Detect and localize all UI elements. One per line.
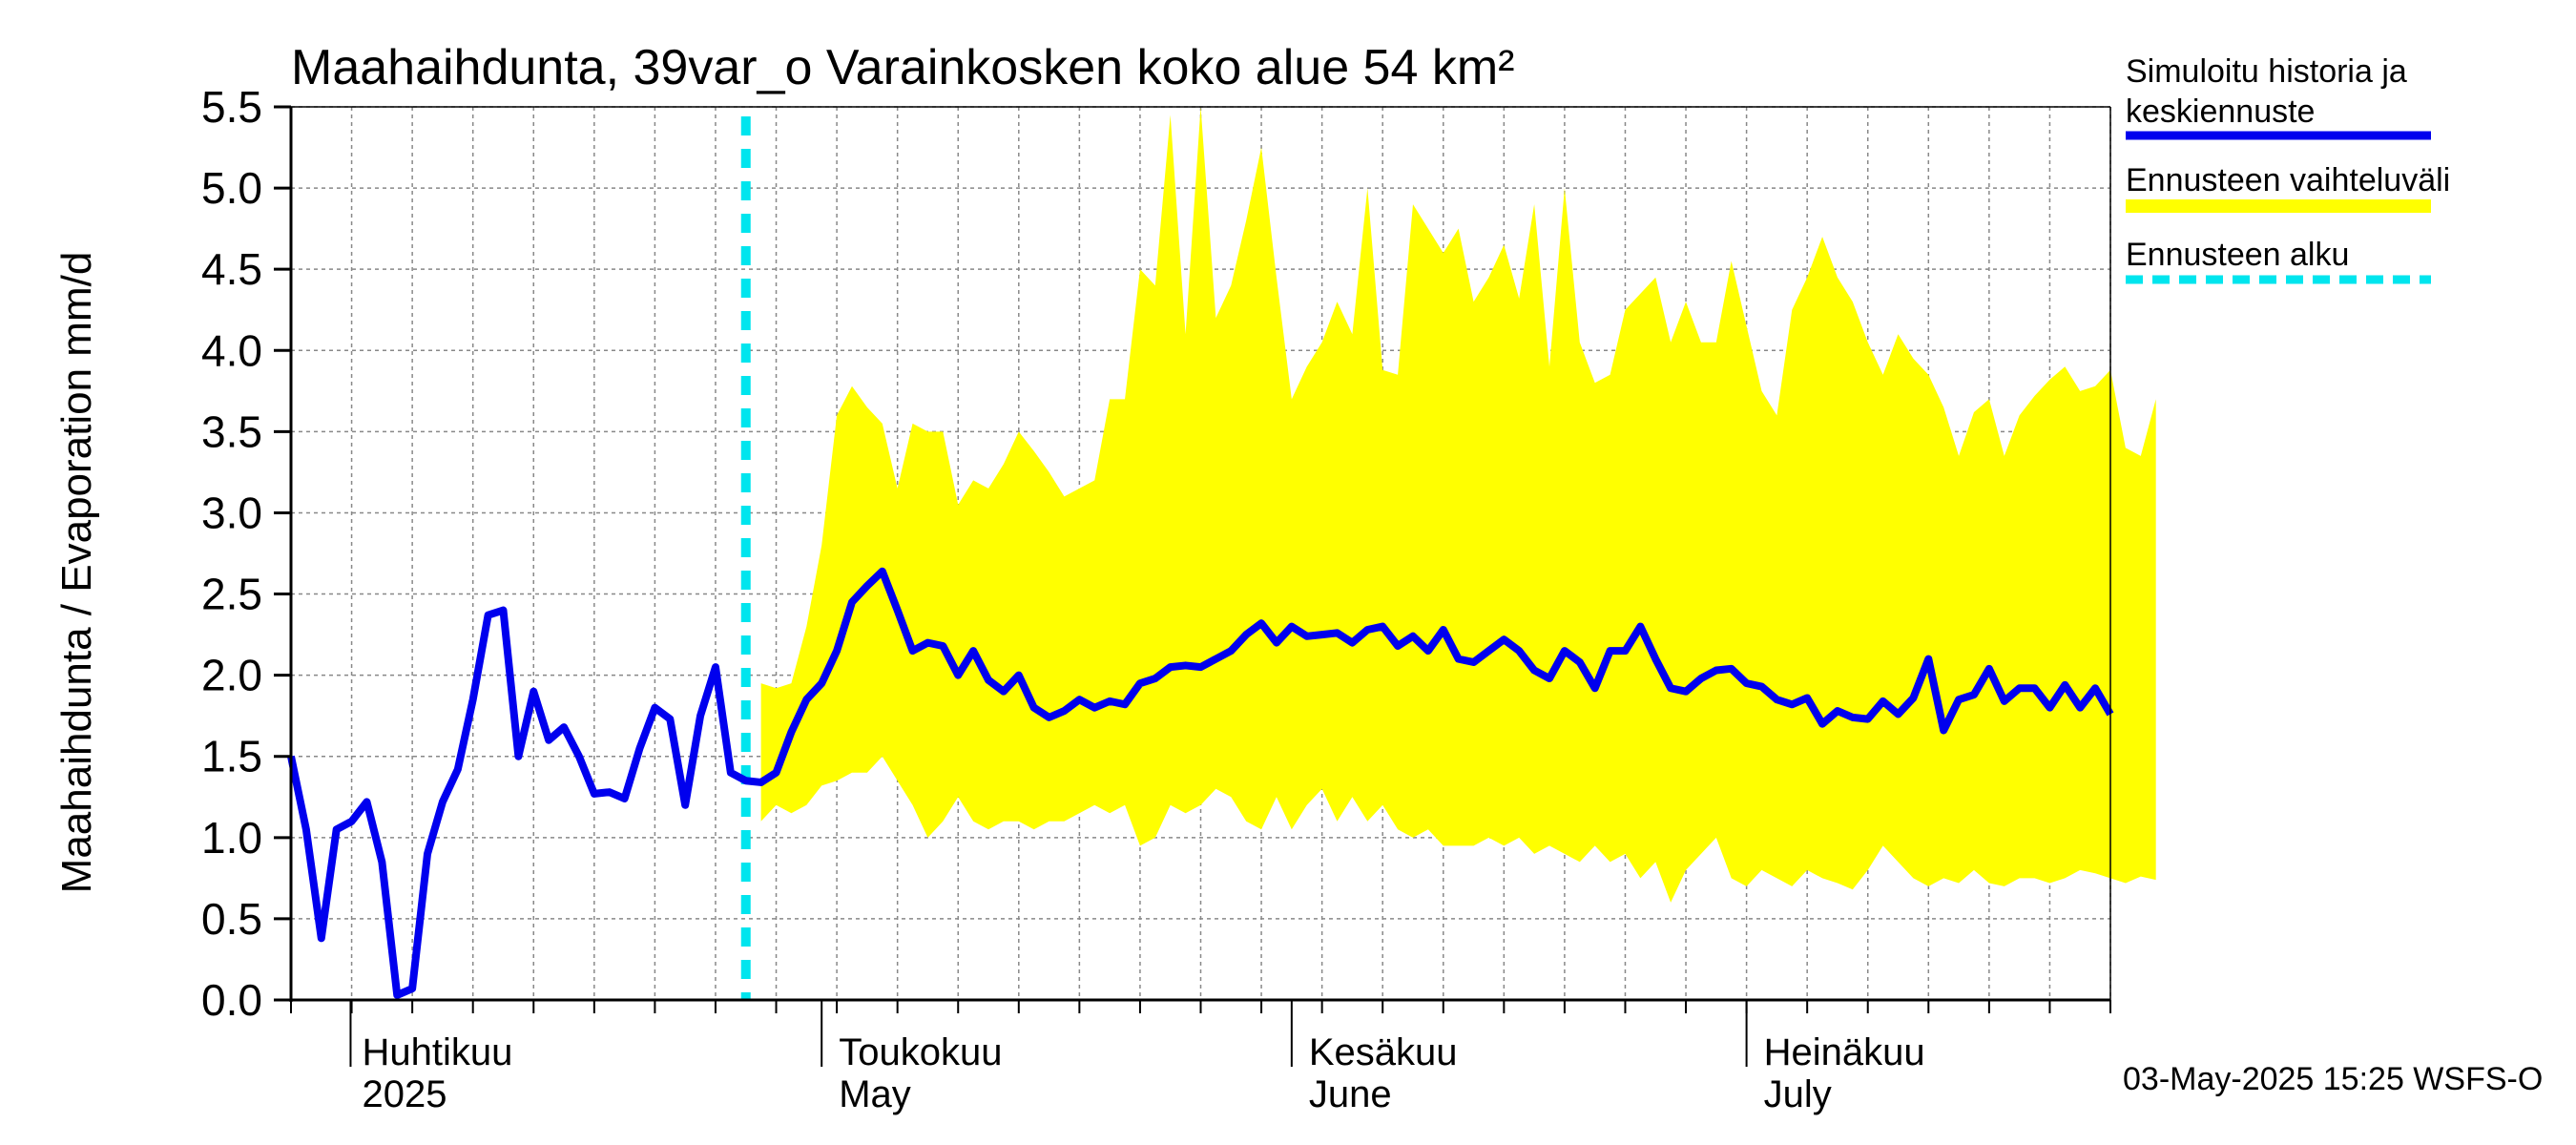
month-label-fi: Huhtikuu (362, 1031, 512, 1073)
month-label-fi: Toukokuu (839, 1031, 1002, 1073)
y-tick-label: 0.0 (201, 975, 262, 1025)
month-label-fi: Kesäkuu (1309, 1031, 1458, 1073)
simulated-series (287, 567, 2114, 999)
y-tick-label: 5.0 (201, 163, 262, 213)
y-tick-label: 4.0 (201, 325, 262, 375)
y-tick-label: 1.5 (201, 732, 262, 781)
legend-label: Ennusteen alku (2126, 237, 2349, 273)
forecast-range-area (760, 107, 2156, 903)
y-tick-label: 4.5 (201, 244, 262, 294)
month-label-en: May (839, 1073, 911, 1115)
y-tick-label: 3.0 (201, 488, 262, 537)
month-label-en: 2025 (362, 1073, 447, 1115)
month-label-en: July (1764, 1073, 1832, 1115)
legend: Simuloitu historia ja keskiennuste Ennuste… (2126, 53, 2450, 284)
legend-label: Ennusteen vaihteluväli (2126, 162, 2450, 198)
y-tick-label: 2.0 (201, 651, 262, 700)
month-label-fi: Heinäkuu (1764, 1031, 1925, 1073)
y-tick-label: 2.5 (201, 570, 262, 619)
y-tick-label: 0.5 (201, 894, 262, 944)
chart-title: Maahaihdunta, 39var_o Varainkosken koko … (291, 40, 1514, 95)
simulated-series-line (287, 567, 2114, 999)
y-tick-label: 1.0 (201, 813, 262, 863)
month-label-en: June (1309, 1073, 1392, 1115)
y-axis-label: Maahaihdunta / Evaporation mm/d (53, 252, 100, 894)
legend-label-line2: keskiennuste (2126, 94, 2315, 130)
y-tick-label: 3.5 (201, 406, 262, 456)
y-tick-label: 5.5 (201, 82, 262, 132)
forecast-range-band (760, 107, 2156, 903)
legend-label: Simuloitu historia ja (2126, 53, 2407, 90)
timestamp-footer: 03-May-2025 15:25 WSFS-O (2123, 1061, 2543, 1097)
y-tick-labels: 0.0 0.5 1.0 1.5 2.0 2.5 3.0 3.5 4.0 4.5 5.0 5.5 (201, 82, 291, 1025)
